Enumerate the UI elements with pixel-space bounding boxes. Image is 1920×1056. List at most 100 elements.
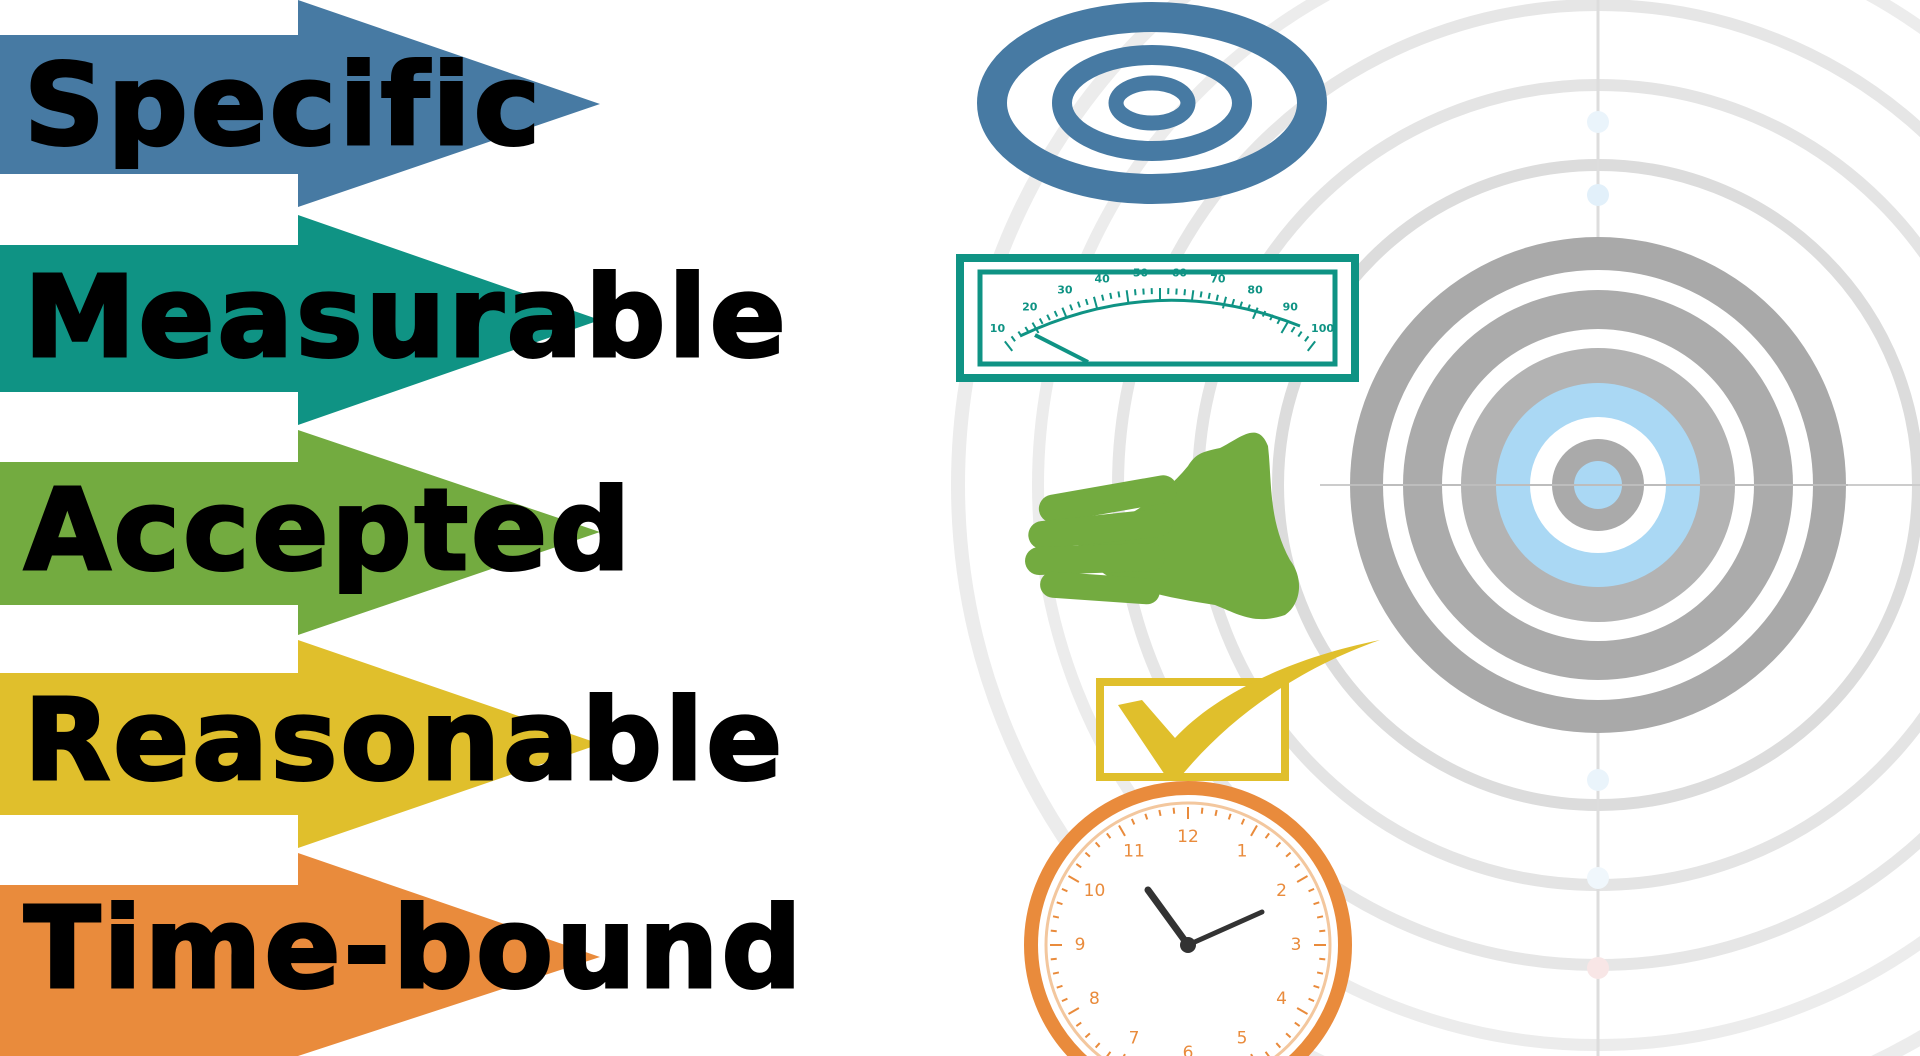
clock-tick <box>1308 887 1315 893</box>
clock-number: 12 <box>1177 827 1199 847</box>
clock-tick <box>1316 971 1324 975</box>
clock-tick <box>1094 1042 1101 1049</box>
gauge-tick <box>1261 310 1267 317</box>
clock-tick <box>1296 1007 1309 1015</box>
crosshair-dot <box>1587 769 1609 791</box>
thumbs-up-icon <box>1025 432 1300 620</box>
clock-tick <box>1285 1032 1292 1039</box>
clock-tick <box>1084 1032 1091 1039</box>
gauge-tick <box>1077 301 1081 308</box>
gauge-scale-label: 60 <box>1172 267 1188 280</box>
gauge-needle <box>1034 333 1089 364</box>
clock-number: 9 <box>1075 935 1086 955</box>
clock-tick <box>1067 1007 1080 1015</box>
gauge-tick <box>1017 331 1023 338</box>
gauge-tick <box>1207 292 1211 300</box>
clock-tick <box>1294 1021 1301 1027</box>
clock-tick <box>1050 929 1057 933</box>
gauge-tick <box>1231 298 1236 306</box>
crosshair-dot <box>1587 957 1609 979</box>
label-reasonable: Reasonable <box>22 676 786 806</box>
clock-tick <box>1308 997 1315 1003</box>
gauge-tick <box>1024 326 1030 333</box>
gauge-scale-label: 50 <box>1133 267 1149 280</box>
gauge-scale-label: 80 <box>1247 284 1263 297</box>
gauge-tick <box>1269 314 1274 321</box>
gauge-scale-label: 70 <box>1210 272 1226 285</box>
bg-target-ring <box>951 0 1920 1056</box>
clock-tick <box>1313 901 1320 906</box>
clock-tick <box>1084 851 1091 858</box>
clock-number: 5 <box>1237 1029 1248 1049</box>
gauge-scale-label: 30 <box>1057 284 1073 297</box>
clock-number: 1 <box>1237 841 1248 861</box>
gauge-tick <box>1246 304 1251 311</box>
label-accepted: Accepted <box>22 466 634 596</box>
clock-number: 6 <box>1183 1043 1194 1056</box>
background-target <box>951 0 1920 1056</box>
gauge-scale-label: 20 <box>1022 300 1038 313</box>
gauge-tick <box>1069 304 1074 311</box>
gauge-tick <box>1280 322 1289 334</box>
clock-tick <box>1172 807 1176 814</box>
gauge-tick <box>1239 301 1243 308</box>
gauge-tick <box>1117 291 1121 298</box>
clock-tick <box>1294 863 1301 869</box>
gauge-tick <box>1061 307 1068 320</box>
arrow-reasonable <box>0 640 600 848</box>
clock-minute-hand <box>1185 909 1265 948</box>
crosshair-dot <box>1587 111 1609 133</box>
clock-tick <box>1061 997 1068 1003</box>
gauge-tick <box>1092 296 1099 309</box>
gauge-tick <box>1046 314 1051 321</box>
clock-number: 4 <box>1276 989 1287 1009</box>
clock-tick <box>1313 984 1320 989</box>
clock-tick <box>1250 824 1258 837</box>
clock-tick <box>1319 957 1326 961</box>
clock-number: 3 <box>1291 935 1302 955</box>
gauge-tick <box>1252 307 1259 320</box>
gauge-tick <box>1199 291 1203 298</box>
gauge-tick <box>1304 335 1310 342</box>
arrow-timebound <box>0 853 600 1056</box>
clock-tick <box>1106 832 1112 839</box>
clock-number: 10 <box>1084 881 1106 901</box>
clock-tick <box>1130 818 1136 825</box>
checkbox-checkmark-icon <box>1096 640 1380 781</box>
gauge-tick <box>1190 290 1195 303</box>
clock-tick <box>1296 875 1309 883</box>
gauge-tick <box>1031 322 1040 334</box>
gauge-tick <box>1297 331 1303 338</box>
clock-number: 7 <box>1129 1029 1140 1049</box>
arrow-accepted <box>0 430 600 635</box>
gauge-tick <box>1053 310 1059 317</box>
clock-tick <box>1094 841 1101 848</box>
gauge-scale-label: 40 <box>1094 272 1110 285</box>
clock-number: 11 <box>1123 841 1145 861</box>
clock-number: 8 <box>1089 989 1100 1009</box>
gauge-scale-label: 100 <box>1311 322 1334 335</box>
clock-tick <box>1275 841 1282 848</box>
clock-tick <box>1050 957 1057 961</box>
gauge-tick <box>1125 290 1130 303</box>
target-icon <box>977 2 1327 204</box>
gauge-meter-icon: 10 20 30 40 50 60 70 80 90 100 <box>956 254 1359 382</box>
gauge-scale-label: 10 <box>990 322 1006 335</box>
gauge-tick <box>1133 289 1137 296</box>
gauge-tick <box>1215 294 1219 301</box>
crosshair-dot <box>1587 184 1609 206</box>
clock-tick <box>1200 807 1204 814</box>
arrow-specific <box>0 0 600 207</box>
arrow-measurable <box>0 215 600 425</box>
clock-tick <box>1052 971 1060 975</box>
label-specific: Specific <box>22 41 544 171</box>
gauge-tick <box>1101 294 1105 301</box>
clock-hour-hand <box>1144 886 1192 949</box>
clock-tick <box>1075 863 1082 869</box>
clock-tick <box>1144 813 1149 820</box>
gauge-tick <box>1290 326 1296 333</box>
gauge-tick <box>1276 318 1282 325</box>
clock-tick <box>1240 818 1246 825</box>
clock-tick <box>1075 1021 1082 1027</box>
